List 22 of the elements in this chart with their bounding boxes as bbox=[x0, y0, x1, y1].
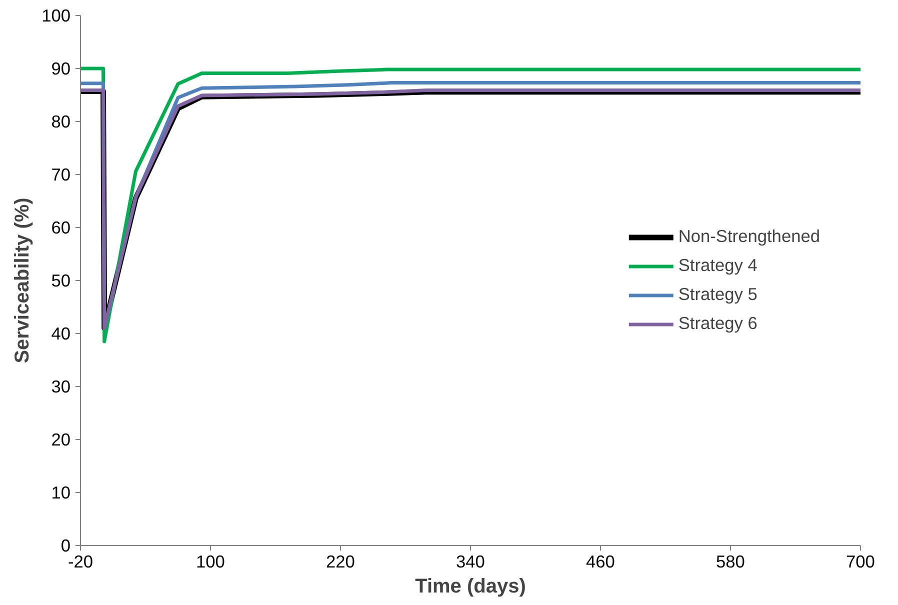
y-tick-label: 60 bbox=[51, 218, 71, 238]
x-tick-label: 700 bbox=[846, 552, 875, 572]
y-axis-title: Serviceability (%) bbox=[12, 198, 34, 364]
y-tick-label: 10 bbox=[51, 482, 71, 502]
legend-label: Strategy 5 bbox=[678, 284, 758, 305]
y-tick-label: 50 bbox=[51, 270, 71, 290]
x-tick-label: 340 bbox=[456, 552, 485, 572]
y-tick-label: 40 bbox=[51, 324, 71, 344]
legend-label: Non-Strengthened bbox=[678, 226, 820, 247]
x-tick-label: 100 bbox=[196, 552, 225, 572]
legend-label: Strategy 6 bbox=[678, 313, 758, 334]
x-tick-label: 220 bbox=[326, 552, 355, 572]
y-tick-label: 20 bbox=[51, 430, 71, 450]
x-axis-title: Time (days) bbox=[415, 576, 526, 598]
x-tick-label: 460 bbox=[586, 552, 615, 572]
y-tick-label: 30 bbox=[51, 376, 71, 396]
x-tick-label: 580 bbox=[716, 552, 745, 572]
y-tick-label: 80 bbox=[51, 112, 71, 132]
y-tick-label: 100 bbox=[42, 6, 71, 26]
y-tick-label: 90 bbox=[51, 58, 71, 78]
y-tick-label: 70 bbox=[51, 164, 71, 184]
legend-label: Strategy 4 bbox=[678, 255, 758, 276]
